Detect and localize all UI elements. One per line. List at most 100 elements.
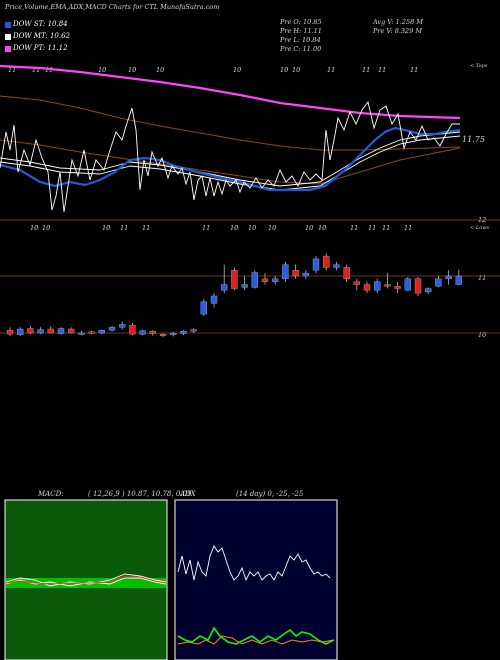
candle-body bbox=[129, 324, 136, 335]
candle-body bbox=[261, 278, 269, 282]
candle-body bbox=[414, 278, 422, 294]
ema-brown-upper bbox=[0, 95, 461, 151]
stat-avg-volume: Avg V: 1.258 M bbox=[373, 18, 423, 26]
price-tick-11: 11 bbox=[478, 274, 487, 282]
ema-long-line bbox=[0, 64, 461, 120]
candle-body bbox=[119, 324, 126, 328]
candle-body bbox=[272, 278, 279, 282]
adx-minus-di-line bbox=[177, 635, 335, 645]
candle-body bbox=[384, 284, 391, 287]
candle-body bbox=[343, 267, 350, 280]
bottom-date-tick: 11 bbox=[368, 224, 377, 232]
bottom-date-tick: 11 bbox=[404, 224, 413, 232]
bottom-date-tick: 11 bbox=[120, 224, 129, 232]
bottom-date-tick: 11 bbox=[350, 224, 359, 232]
bottom-date-tick: 10 bbox=[42, 224, 51, 232]
bottom-date-tick: 11 bbox=[382, 224, 391, 232]
stat-prev-close: Pre C: 11.00 bbox=[280, 45, 322, 53]
macd-line bbox=[5, 573, 167, 587]
candle-body bbox=[435, 278, 442, 287]
top-date-tick: 10 bbox=[128, 66, 137, 74]
top-date-tick: 11 bbox=[32, 66, 41, 74]
candle-body bbox=[394, 286, 401, 289]
candle-body bbox=[159, 333, 167, 336]
top-price-label: 11.75 bbox=[462, 135, 485, 144]
candle-body bbox=[27, 328, 34, 334]
adx-params: (14 day) 0, -25, -25 bbox=[236, 490, 304, 498]
candle-body bbox=[200, 301, 207, 315]
ema-mid-line-a bbox=[0, 131, 461, 187]
candle-body bbox=[190, 329, 197, 332]
legend-swatch-pt bbox=[5, 46, 11, 52]
candle-body bbox=[404, 278, 411, 291]
top-date-tick: 10 bbox=[98, 66, 107, 74]
adx-label: ADX bbox=[180, 490, 196, 498]
top-date-tick: 10 bbox=[292, 66, 301, 74]
candle-body bbox=[17, 328, 24, 335]
candle-body bbox=[353, 281, 360, 285]
bottom-date-tick: 10 bbox=[268, 224, 277, 232]
bottom-date-tick: 10 bbox=[305, 224, 314, 232]
chart-title: Price,Volume,EMA,ADX,MACD Charts for CTL… bbox=[5, 3, 220, 11]
candle-body bbox=[231, 270, 238, 289]
top-date-tick: 10 bbox=[233, 66, 242, 74]
candle-body bbox=[425, 288, 432, 293]
bottom-date-tick: 11 bbox=[202, 224, 211, 232]
adx-plus-di-line bbox=[177, 626, 335, 645]
bottom-date-tick: 10 bbox=[230, 224, 239, 232]
candle-body bbox=[292, 270, 299, 277]
legend-swatch-st bbox=[5, 22, 11, 28]
candle-body bbox=[180, 331, 187, 334]
candle-body bbox=[333, 264, 340, 268]
adx-line bbox=[177, 545, 331, 582]
candle-body bbox=[57, 328, 65, 334]
bottom-date-tick: 10 bbox=[318, 224, 327, 232]
ema-short-line bbox=[0, 126, 461, 192]
candle-body bbox=[323, 255, 330, 268]
candle-body bbox=[221, 284, 228, 291]
candle-body bbox=[68, 328, 75, 334]
legend-swatch-mt bbox=[5, 34, 11, 40]
top-date-tick: 11 bbox=[327, 66, 336, 74]
legend-label-mt: DOW MT: 10.62 bbox=[13, 32, 70, 40]
stat-prev-high: Pre H: 11.11 bbox=[280, 27, 322, 35]
bottom-date-tick: 11 bbox=[142, 224, 151, 232]
bottom-date-tick: 10 bbox=[248, 224, 257, 232]
candle-body bbox=[374, 281, 381, 291]
candle-body bbox=[363, 284, 371, 291]
top-date-tick: 11 bbox=[378, 66, 387, 74]
candle-body bbox=[6, 329, 14, 335]
candle-body bbox=[170, 332, 177, 335]
candle-body bbox=[149, 331, 156, 334]
candle-body bbox=[139, 330, 146, 335]
stat-prev-volume: Pre V: 8.329 M bbox=[373, 27, 423, 35]
bottom-date-tick: 10 bbox=[102, 224, 111, 232]
top-date-tick: 10 bbox=[156, 66, 165, 74]
top-date-tick: 11 bbox=[362, 66, 371, 74]
tops-corner-label: <-Tops bbox=[470, 63, 488, 69]
candle-body bbox=[251, 272, 258, 288]
top-date-tick: 11 bbox=[8, 66, 17, 74]
macd-red-line bbox=[5, 575, 167, 585]
candle-body bbox=[37, 329, 44, 334]
lows-corner-label: <-Lows bbox=[470, 225, 490, 231]
price-tick-10: 10 bbox=[478, 331, 487, 339]
top-date-tick: 10 bbox=[280, 66, 289, 74]
candle-body bbox=[312, 258, 320, 271]
candle-body bbox=[98, 329, 105, 334]
ema-brown-lower bbox=[0, 139, 461, 185]
price-close-line bbox=[0, 100, 460, 213]
candle-body bbox=[282, 264, 289, 280]
top-date-tick: 11 bbox=[410, 66, 419, 74]
candle-body bbox=[210, 295, 218, 304]
legend-label-st: DOW ST: 10.84 bbox=[13, 20, 68, 28]
candle-body bbox=[455, 275, 462, 285]
macd-label: MACD: bbox=[38, 490, 64, 498]
candle-body bbox=[88, 331, 95, 334]
legend-label-pt: DOW PT: 11.12 bbox=[13, 44, 68, 52]
candle-body bbox=[108, 327, 116, 331]
candle-body bbox=[302, 272, 309, 277]
bottom-date-tick: 10 bbox=[30, 224, 39, 232]
candle-body bbox=[47, 328, 54, 334]
